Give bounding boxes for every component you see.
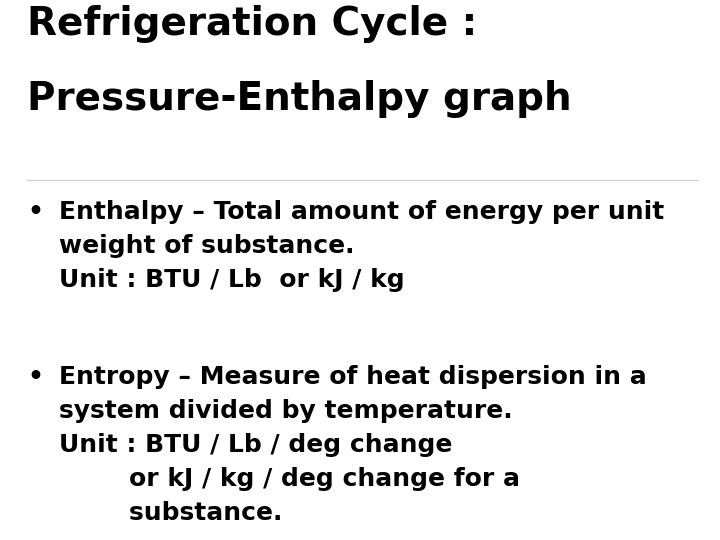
Text: Enthalpy – Total amount of energy per unit: Enthalpy – Total amount of energy per un…: [59, 200, 665, 224]
Text: •: •: [27, 365, 43, 389]
Text: system divided by temperature.: system divided by temperature.: [59, 399, 513, 423]
Text: Pressure-Enthalpy graph: Pressure-Enthalpy graph: [27, 80, 572, 118]
Text: Entropy – Measure of heat dispersion in a: Entropy – Measure of heat dispersion in …: [59, 365, 647, 389]
Text: Unit : BTU / Lb  or kJ / kg: Unit : BTU / Lb or kJ / kg: [59, 268, 405, 292]
Text: Unit : BTU / Lb / deg change: Unit : BTU / Lb / deg change: [59, 433, 453, 457]
Text: weight of substance.: weight of substance.: [59, 234, 355, 258]
Text: or kJ / kg / deg change for a: or kJ / kg / deg change for a: [59, 467, 521, 491]
Text: •: •: [27, 200, 43, 224]
Text: Refrigeration Cycle :: Refrigeration Cycle :: [27, 5, 477, 43]
Text: substance.: substance.: [59, 501, 283, 525]
